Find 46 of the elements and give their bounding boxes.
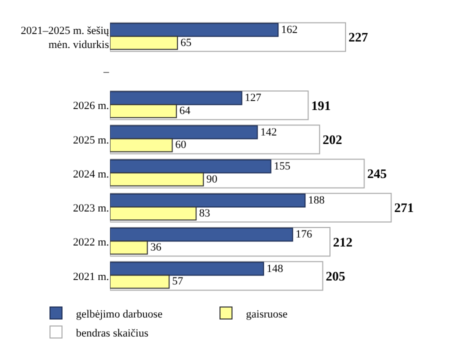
data-label: 127 bbox=[244, 92, 262, 104]
y-tick-label: 2023 m. bbox=[72, 202, 110, 215]
legend-label: gaisruose bbox=[246, 308, 288, 320]
data-label: 36 bbox=[150, 242, 162, 254]
bar bbox=[110, 91, 242, 106]
bar bbox=[110, 36, 178, 50]
data-label: 64 bbox=[179, 105, 191, 118]
bar bbox=[110, 228, 294, 242]
y-tick-label: 2021 m. bbox=[72, 270, 110, 283]
bar bbox=[110, 240, 148, 255]
data-label: 90 bbox=[206, 173, 218, 186]
y-tick-label: 2022 m. bbox=[72, 236, 110, 249]
data-label: 148 bbox=[266, 262, 284, 275]
data-label: 142 bbox=[260, 126, 277, 138]
data-label: 155 bbox=[274, 160, 291, 172]
bar bbox=[110, 125, 258, 140]
bar bbox=[110, 138, 173, 152]
data-label: 65 bbox=[180, 36, 192, 49]
data-label: 57 bbox=[172, 276, 184, 288]
bar bbox=[110, 22, 279, 37]
bar bbox=[110, 274, 170, 289]
bar bbox=[110, 172, 204, 186]
data-label: 162 bbox=[281, 24, 298, 36]
y-tick-label: 2024 m. bbox=[72, 168, 110, 180]
data-label: 205 bbox=[326, 268, 346, 284]
bar bbox=[110, 159, 272, 174]
bar bbox=[110, 194, 306, 208]
data-label: 60 bbox=[175, 139, 187, 152]
y-tick-label: 2021–2025 m. šešių mėn. vidurkis bbox=[20, 24, 110, 52]
data-label: 245 bbox=[367, 166, 388, 182]
data-label: 188 bbox=[308, 194, 326, 207]
legend-label: gelbėjimo darbuose bbox=[76, 308, 163, 320]
bar bbox=[110, 262, 264, 276]
y-tick-label: 2025 m. bbox=[72, 134, 110, 146]
legend-label: bendras skaičius bbox=[76, 327, 148, 340]
data-label: 202 bbox=[322, 132, 342, 147]
y-tick-label: – bbox=[102, 66, 110, 78]
data-label: 176 bbox=[296, 228, 313, 241]
y-tick-label: 2026 m. bbox=[72, 100, 110, 112]
data-label: 212 bbox=[332, 234, 352, 250]
bar bbox=[110, 206, 197, 220]
data-label: 271 bbox=[394, 200, 414, 216]
data-label: 83 bbox=[199, 207, 211, 220]
data-label: 227 bbox=[348, 30, 369, 45]
data-label: 191 bbox=[311, 98, 331, 113]
bar bbox=[110, 104, 177, 118]
